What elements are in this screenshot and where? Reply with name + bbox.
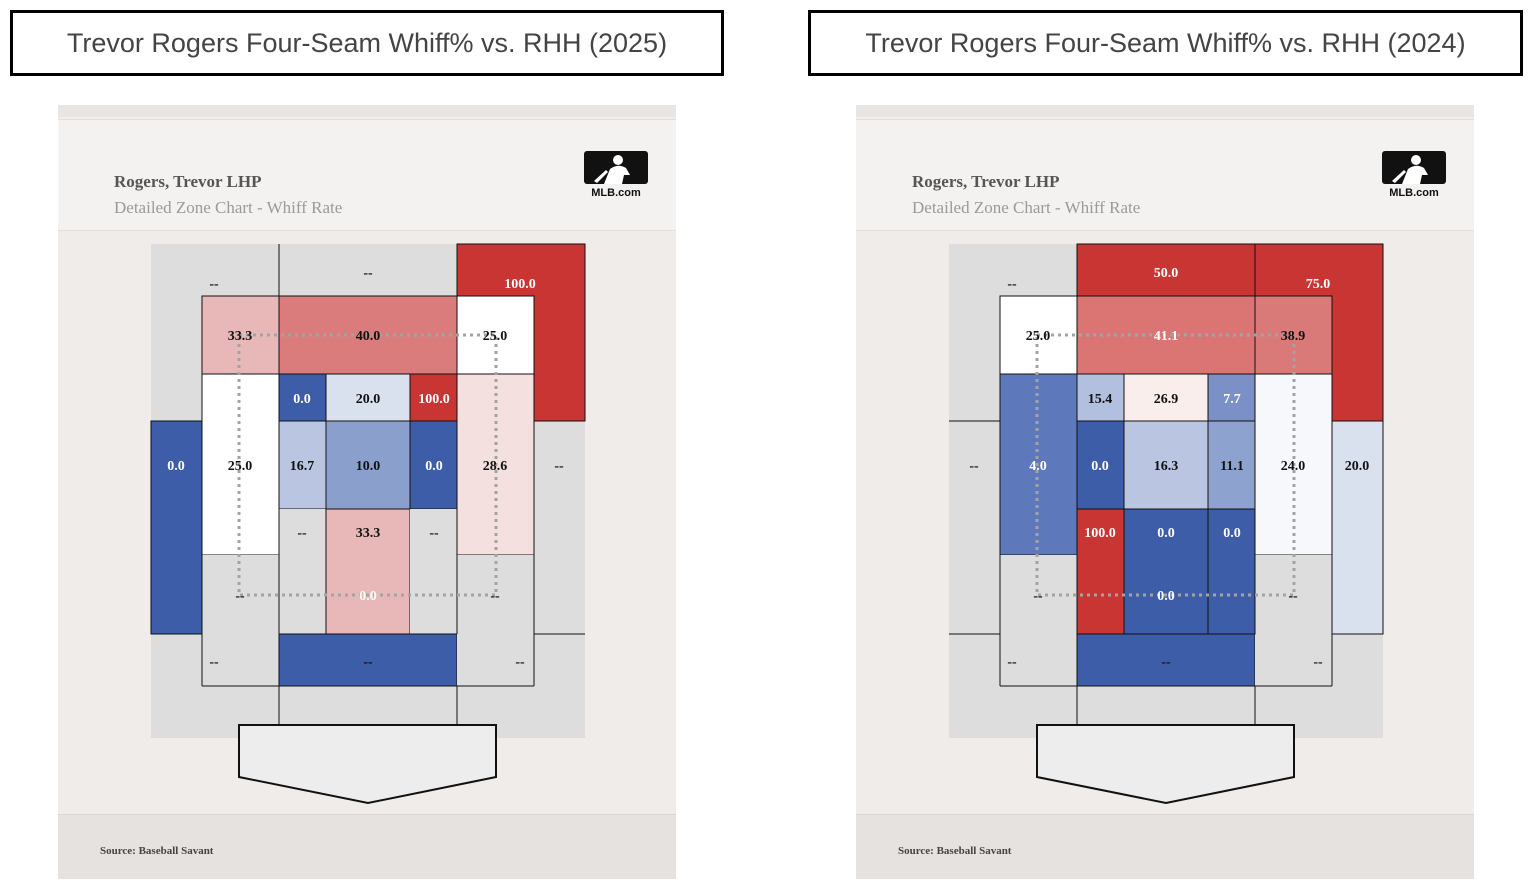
zone-value-label-s4: 25.0 (228, 459, 253, 474)
zone-cell-MR (1331, 420, 1384, 635)
zone-cell-TL (949, 244, 1077, 421)
zone-value-label-s7: -- (1033, 589, 1043, 604)
zone-chart-card-2024: Rogers, Trevor LHP Detailed Zone Chart -… (856, 105, 1474, 879)
zone-value-label-BR: -- (515, 655, 525, 670)
zone-value-label-z4: 16.7 (290, 459, 315, 474)
chart-subtitle: Detailed Zone Chart - Whiff Rate (114, 198, 343, 217)
zone-value-label-BL: -- (209, 655, 219, 670)
panel-title-2024: Trevor Rogers Four-Seam Whiff% vs. RHH (… (808, 10, 1523, 76)
source-label: Source: Baseball Savant (898, 845, 1012, 857)
zone-cell-s7 (202, 555, 279, 686)
zone-value-label-z2: 20.0 (356, 392, 381, 407)
zone-chart-card-2025: Rogers, Trevor LHP Detailed Zone Chart -… (58, 105, 676, 879)
card-top-strip (856, 105, 1474, 117)
card-header: Rogers, Trevor LHP Detailed Zone Chart -… (856, 119, 1474, 231)
zone-value-label-BR: -- (1313, 655, 1323, 670)
zone-value-label-s3: 25.0 (483, 329, 508, 344)
mlb-logo-text: MLB.com (591, 187, 641, 199)
zone-value-label-z5: 16.3 (1154, 459, 1179, 474)
mlb-logo-icon: MLB.com (584, 151, 648, 199)
zone-value-label-z8: 33.3 (356, 526, 381, 541)
strike-zone-outline (237, 333, 498, 597)
player-name: Rogers, Trevor LHP (912, 172, 1060, 191)
zone-value-label-z3: 7.7 (1223, 392, 1241, 407)
zone-cell-TL (151, 244, 279, 421)
zone-value-label-TM: 50.0 (1154, 266, 1179, 281)
zone-value-label-BM: -- (1161, 655, 1171, 670)
zone-value-label-z1: 0.0 (293, 392, 311, 407)
panel-title-text: Trevor Rogers Four-Seam Whiff% vs. RHH (… (865, 27, 1466, 58)
zone-value-label-TM: -- (363, 266, 373, 281)
chart-subtitle: Detailed Zone Chart - Whiff Rate (912, 198, 1141, 217)
zone-value-label-s9: -- (490, 589, 500, 604)
home-plate (238, 724, 497, 805)
card-top-strip (58, 105, 676, 117)
zone-value-label-s2: 41.1 (1154, 329, 1179, 344)
source-label: Source: Baseball Savant (100, 845, 214, 857)
zone-value-label-z6: 0.0 (425, 459, 443, 474)
zone-value-label-TR: 100.0 (504, 277, 536, 292)
strike-zone-outline (1035, 333, 1296, 597)
zone-cell-s7 (1000, 555, 1077, 686)
zone-value-label-z2: 26.9 (1154, 392, 1179, 407)
zone-value-label-s1: 25.0 (1026, 329, 1051, 344)
home-plate (1036, 724, 1295, 805)
zone-value-label-TR: 75.0 (1306, 277, 1331, 292)
mlb-logo-icon: MLB.com (1382, 151, 1446, 199)
zone-value-label-s4: 4.0 (1029, 459, 1047, 474)
zone-cell-ML (150, 420, 203, 635)
zone-value-label-s8: 0.0 (1157, 589, 1175, 604)
zone-cell-MR (534, 421, 585, 634)
zone-value-label-z3: 100.0 (418, 392, 450, 407)
zone-value-label-z5: 10.0 (356, 459, 381, 474)
zone-value-label-ML: 0.0 (167, 459, 185, 474)
panel-title-text: Trevor Rogers Four-Seam Whiff% vs. RHH (… (66, 27, 668, 58)
zone-value-label-z8: 0.0 (1157, 526, 1175, 541)
zone-cell-ML (949, 421, 1000, 634)
zone-value-label-BL: -- (1007, 655, 1017, 670)
zone-value-label-z6: 11.1 (1220, 459, 1244, 474)
zone-value-label-MR: -- (554, 459, 564, 474)
panel-title-2025: Trevor Rogers Four-Seam Whiff% vs. RHH (… (10, 10, 724, 76)
zone-value-label-TL: -- (209, 277, 219, 292)
zone-value-label-s1: 33.3 (228, 329, 253, 344)
zone-chart-2025: -- -- 100.0 0.0 -- -- -- -- 33.3 40.0 25.0 25.0 28.6… (150, 243, 586, 805)
zone-cell-TM (279, 244, 457, 296)
mlb-logo-text: MLB.com (1389, 187, 1439, 199)
zone-value-label-z4: 0.0 (1091, 459, 1109, 474)
zone-value-label-s6: 28.6 (483, 459, 508, 474)
zone-value-label-s9: -- (1288, 589, 1298, 604)
zone-chart-2024: -- 50.0 75.0 -- 20.0 -- -- -- 25.0 41.1 38.9 4.0 24.… (949, 243, 1384, 805)
card-footer: Source: Baseball Savant (58, 814, 676, 879)
player-name: Rogers, Trevor LHP (114, 172, 262, 191)
zone-value-label-z9: 0.0 (1223, 526, 1241, 541)
zone-value-label-ML: -- (969, 459, 979, 474)
zone-cell-s9 (1255, 555, 1332, 686)
zone-cell-s9 (457, 555, 534, 686)
card-footer: Source: Baseball Savant (856, 814, 1474, 879)
zone-value-label-BM: -- (363, 655, 373, 670)
zone-value-label-s7: -- (235, 589, 245, 604)
zone-value-label-TL: -- (1007, 277, 1017, 292)
zone-value-label-z1: 15.4 (1088, 392, 1113, 407)
zone-value-label-s3: 38.9 (1281, 329, 1306, 344)
zone-value-label-z9: -- (429, 526, 439, 541)
zone-cell-z9 (410, 509, 457, 634)
zone-value-label-s8: 0.0 (359, 589, 377, 604)
zone-value-label-z7: 100.0 (1084, 526, 1116, 541)
card-header: Rogers, Trevor LHP Detailed Zone Chart -… (58, 119, 676, 231)
zone-cell-z7 (279, 509, 326, 634)
zone-value-label-s6: 24.0 (1281, 459, 1306, 474)
zone-value-label-s2: 40.0 (356, 329, 381, 344)
zone-value-label-MR: 20.0 (1345, 459, 1370, 474)
zone-value-label-z7: -- (297, 526, 307, 541)
